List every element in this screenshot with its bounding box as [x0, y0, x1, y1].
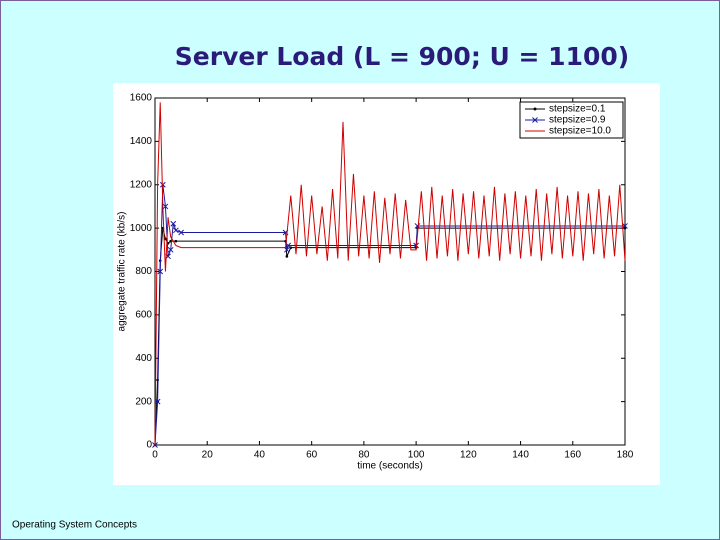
point [414, 223, 421, 229]
y-tick-label: 600 [135, 310, 152, 321]
footer: Operating System Concepts [12, 520, 137, 531]
point [622, 223, 628, 229]
slide-title: Server Load (L = 900; U = 1100) [175, 42, 629, 71]
series-line [154, 102, 626, 446]
point [174, 239, 178, 243]
x-tick-label: 100 [408, 450, 425, 461]
legend-label: stepsize=0.9 [549, 115, 606, 126]
y-tick-label: 1400 [130, 136, 153, 147]
point [159, 181, 166, 188]
chart: 0 200 400 600 800 1000 1200 1400 1600 0 20 40 60 80 10… [117, 93, 634, 472]
legend-marker [533, 107, 537, 111]
y-tick-label: 0 [146, 440, 152, 451]
x-tick-label: 40 [254, 450, 266, 461]
y-tick-label: 1600 [130, 93, 153, 104]
point [623, 226, 627, 230]
point [162, 203, 169, 210]
x-tick-label: 80 [358, 450, 370, 461]
series-line [154, 184, 625, 446]
x-tick-label: 160 [564, 450, 581, 461]
x-tick-label: 0 [152, 450, 158, 461]
y-tick-label: 200 [135, 396, 152, 407]
y-tick-label: 1200 [130, 179, 153, 190]
point [178, 229, 184, 236]
x-tick-label: 120 [460, 450, 477, 461]
point [167, 246, 174, 253]
y-axis-label: aggregate traffic rate (kb/s) [117, 212, 128, 332]
chart-panel [113, 83, 660, 485]
x-tick-label: 140 [512, 450, 529, 461]
x-tick-label: 60 [306, 450, 318, 461]
y-tick-label: 1000 [130, 223, 153, 234]
x-tick-label: 20 [202, 450, 214, 461]
point [284, 246, 290, 253]
point [164, 237, 167, 241]
point [285, 255, 289, 258]
y-tick-label: 800 [135, 266, 152, 277]
legend-label: stepsize=0.1 [549, 104, 606, 115]
y-tick-label: 400 [135, 353, 152, 364]
point [170, 220, 177, 227]
point [285, 242, 292, 249]
x-tick-label: 180 [617, 450, 634, 461]
point [173, 227, 179, 234]
legend-label: stepsize=10.0 [549, 126, 611, 137]
point [157, 268, 164, 275]
x-axis-label: time (seconds) [357, 461, 423, 472]
legend-marker [532, 117, 538, 123]
